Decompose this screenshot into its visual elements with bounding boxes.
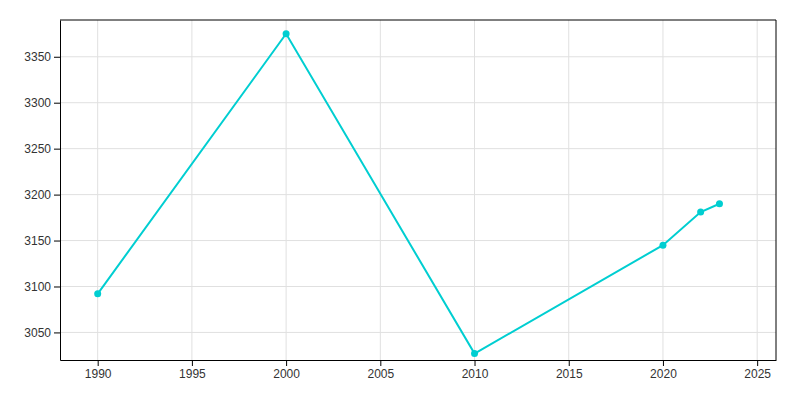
y-grid-line xyxy=(60,148,776,149)
x-tick-label: 2025 xyxy=(744,367,771,381)
x-grid-line xyxy=(380,20,381,360)
x-tick-mark xyxy=(475,360,476,366)
point xyxy=(283,30,290,37)
x-tick-mark xyxy=(663,360,664,366)
x-tick-mark xyxy=(192,360,193,366)
x-grid-line xyxy=(286,20,287,360)
y-tick-mark xyxy=(54,241,60,242)
y-tick-label: 3150 xyxy=(24,234,51,248)
x-tick: 2005 xyxy=(367,360,394,381)
x-tick-label: 1995 xyxy=(179,367,206,381)
point xyxy=(94,290,101,297)
x-tick-label: 1990 xyxy=(85,367,112,381)
line xyxy=(98,34,720,354)
plot-frame-right xyxy=(776,20,777,360)
x-tick-mark xyxy=(286,360,287,366)
plot-frame-top xyxy=(60,20,776,21)
y-tick: 3100 xyxy=(24,280,60,294)
y-tick-mark xyxy=(54,332,60,333)
y-tick-mark xyxy=(54,195,60,196)
y-grid-line xyxy=(60,102,776,103)
x-axis: 1990 1995 2000 2005 2010 2015 2020 2025 xyxy=(61,360,777,381)
y-tick: 3200 xyxy=(24,188,60,202)
y-tick-mark xyxy=(54,286,60,287)
y-grid-line xyxy=(60,286,776,287)
y-grid-line xyxy=(60,194,776,195)
y-tick: 3350 xyxy=(24,50,60,64)
y-tick-label: 3050 xyxy=(24,326,51,340)
x-tick: 2025 xyxy=(744,360,771,381)
y-tick-label: 3250 xyxy=(24,142,51,156)
y-axis-line xyxy=(60,21,61,361)
y-tick-label: 3100 xyxy=(24,280,51,294)
y-tick-label: 3300 xyxy=(24,96,51,110)
chart: 1990 1995 2000 2005 2010 2015 2020 2025 3050 3100… xyxy=(0,0,800,400)
x-tick: 1990 xyxy=(85,360,112,381)
y-tick: 3250 xyxy=(24,142,60,156)
x-tick-label: 2010 xyxy=(462,367,489,381)
x-grid-line xyxy=(191,20,192,360)
point xyxy=(659,242,666,249)
x-tick-mark xyxy=(569,360,570,366)
grid xyxy=(60,20,776,360)
x-tick-label: 2000 xyxy=(273,367,300,381)
point xyxy=(471,350,478,357)
y-tick-mark xyxy=(54,103,60,104)
x-tick: 2020 xyxy=(650,360,677,381)
point xyxy=(697,209,704,216)
y-tick: 3150 xyxy=(24,234,60,248)
x-tick: 2010 xyxy=(462,360,489,381)
marks xyxy=(94,30,723,357)
x-grid-line xyxy=(568,20,569,360)
x-tick: 1995 xyxy=(179,360,206,381)
plot-area: 1990 1995 2000 2005 2010 2015 2020 2025 3050 3100… xyxy=(24,20,776,381)
y-tick-label: 3200 xyxy=(24,188,51,202)
x-tick: 2015 xyxy=(556,360,583,381)
x-tick-label: 2005 xyxy=(367,367,394,381)
y-tick-label: 3350 xyxy=(24,50,51,64)
x-tick-mark xyxy=(380,360,381,366)
y-tick: 3300 xyxy=(24,96,60,110)
point xyxy=(716,200,723,207)
x-tick-mark xyxy=(757,360,758,366)
y-tick-mark xyxy=(54,149,60,150)
x-grid-line xyxy=(474,20,475,360)
x-tick-label: 2020 xyxy=(650,367,677,381)
x-tick-label: 2015 xyxy=(556,367,583,381)
y-axis: 3050 3100 3150 3200 3250 3300 3350 xyxy=(24,21,60,361)
x-axis-line xyxy=(61,360,777,361)
y-tick-mark xyxy=(54,57,60,58)
x-grid-line xyxy=(662,20,663,360)
x-tick: 2000 xyxy=(273,360,300,381)
y-grid-line xyxy=(60,56,776,57)
y-tick: 3050 xyxy=(24,326,60,340)
x-grid-line xyxy=(97,20,98,360)
x-grid-line xyxy=(757,20,758,360)
x-tick-mark xyxy=(98,360,99,366)
y-grid-line xyxy=(60,332,776,333)
